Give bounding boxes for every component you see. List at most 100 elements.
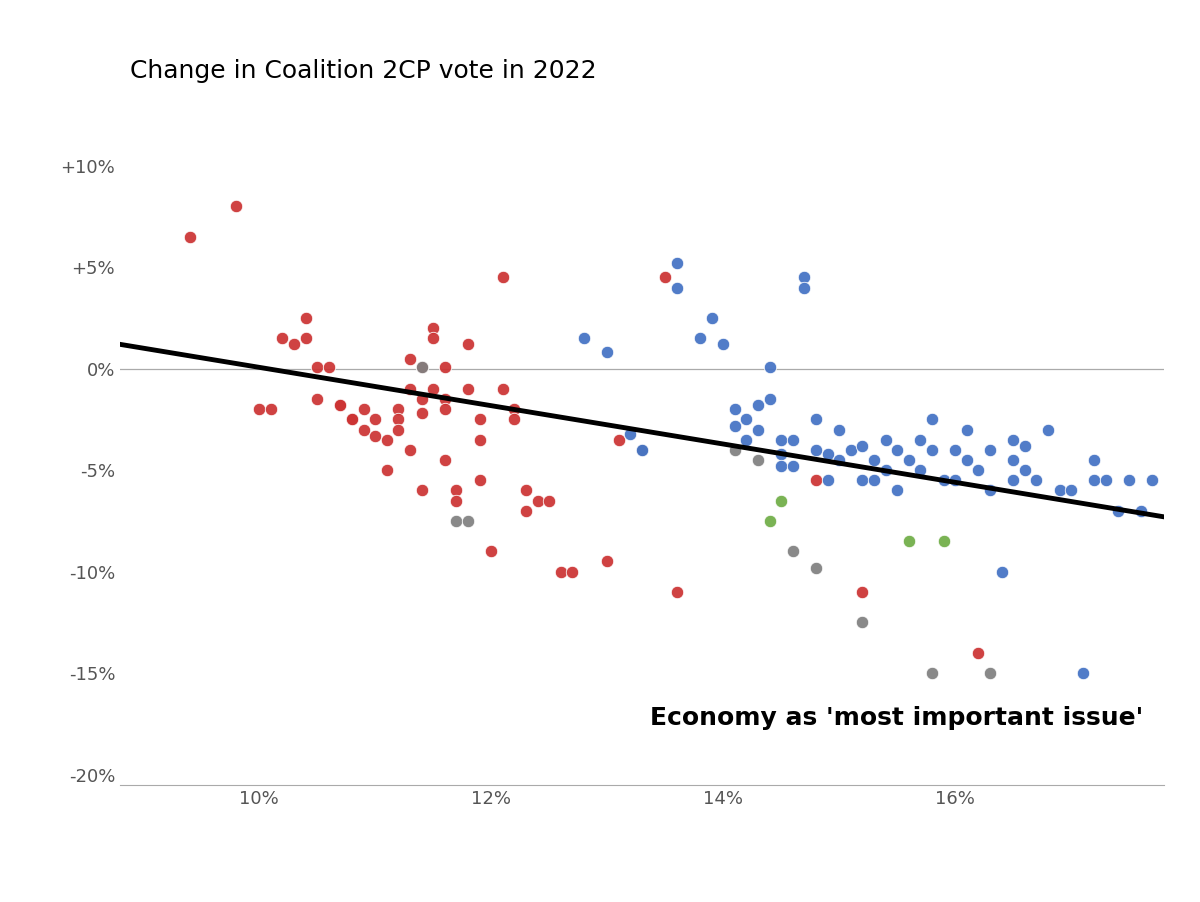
Point: [354, 422, 373, 437]
Point: [968, 646, 988, 660]
Point: [772, 459, 791, 474]
Point: [958, 422, 977, 437]
Point: [784, 433, 803, 447]
Point: [829, 422, 848, 437]
Point: [818, 473, 838, 487]
Point: [307, 391, 326, 406]
Point: [841, 443, 860, 457]
Point: [632, 443, 652, 457]
Point: [911, 463, 930, 477]
Point: [307, 359, 326, 373]
Point: [806, 412, 826, 427]
Point: [446, 493, 466, 508]
Point: [655, 271, 674, 285]
Point: [458, 382, 478, 396]
Point: [888, 483, 907, 498]
Point: [331, 398, 350, 412]
Point: [923, 443, 942, 457]
Point: [412, 406, 431, 420]
Point: [598, 345, 617, 360]
Point: [980, 483, 1000, 498]
Point: [864, 473, 883, 487]
Point: [563, 565, 582, 579]
Point: [888, 443, 907, 457]
Point: [540, 493, 559, 508]
Point: [505, 412, 524, 427]
Text: Change in Coalition 2CP vote in 2022: Change in Coalition 2CP vote in 2022: [131, 60, 598, 83]
Point: [980, 666, 1000, 680]
Point: [389, 422, 408, 437]
Point: [1132, 503, 1151, 518]
Point: [1015, 438, 1034, 453]
Point: [528, 493, 547, 508]
Point: [551, 565, 570, 579]
Point: [412, 359, 431, 373]
Point: [632, 443, 652, 457]
Point: [366, 428, 385, 443]
Point: [911, 433, 930, 447]
Point: [667, 281, 686, 295]
Point: [784, 544, 803, 558]
Point: [319, 359, 338, 373]
Point: [876, 433, 895, 447]
Point: [1062, 483, 1081, 498]
Point: [853, 615, 872, 630]
Point: [690, 331, 709, 345]
Point: [377, 463, 396, 477]
Point: [992, 565, 1012, 579]
Point: [470, 412, 490, 427]
Point: [296, 310, 316, 326]
Point: [853, 473, 872, 487]
Point: [446, 483, 466, 498]
Point: [389, 412, 408, 427]
Point: [1085, 473, 1104, 487]
Point: [725, 443, 744, 457]
Point: [250, 402, 269, 417]
Point: [829, 453, 848, 467]
Point: [516, 503, 535, 518]
Point: [436, 402, 455, 417]
Point: [436, 359, 455, 373]
Point: [968, 463, 988, 477]
Point: [1120, 473, 1139, 487]
Point: [424, 321, 443, 336]
Point: [818, 446, 838, 461]
Point: [934, 473, 953, 487]
Point: [749, 398, 768, 412]
Point: [470, 473, 490, 487]
Point: [794, 271, 814, 285]
Point: [980, 443, 1000, 457]
Point: [1015, 463, 1034, 477]
Point: [725, 402, 744, 417]
Point: [1108, 503, 1127, 518]
Point: [284, 337, 304, 352]
Point: [401, 351, 420, 366]
Point: [760, 359, 779, 373]
Point: [424, 382, 443, 396]
Point: [458, 513, 478, 528]
Point: [1003, 453, 1022, 467]
Point: [760, 513, 779, 528]
Point: [772, 493, 791, 508]
Point: [725, 419, 744, 433]
Point: [598, 554, 617, 569]
Point: [772, 433, 791, 447]
Point: [806, 560, 826, 575]
Point: [934, 534, 953, 548]
Point: [366, 412, 385, 427]
Point: [1038, 422, 1057, 437]
Point: [505, 402, 524, 417]
Point: [794, 281, 814, 295]
Point: [389, 402, 408, 417]
Point: [864, 453, 883, 467]
Point: [853, 438, 872, 453]
Point: [227, 199, 246, 214]
Point: [1073, 666, 1092, 680]
Point: [899, 534, 918, 548]
Text: Economy as 'most important issue': Economy as 'most important issue': [650, 705, 1144, 730]
Point: [262, 402, 281, 417]
Point: [958, 453, 977, 467]
Point: [760, 391, 779, 406]
Point: [749, 422, 768, 437]
Point: [923, 666, 942, 680]
